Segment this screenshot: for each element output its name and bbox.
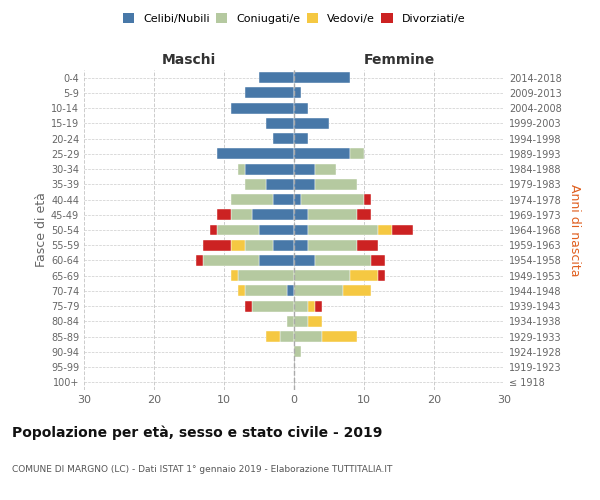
Bar (273, 240, 294, 250)
Bar (294, 346, 301, 358)
Bar (315, 164, 336, 174)
Bar (266, 179, 294, 190)
Bar (322, 331, 357, 342)
Bar (217, 210, 231, 220)
Bar (301, 194, 364, 205)
Bar (308, 316, 322, 327)
Bar (308, 210, 357, 220)
Bar (266, 331, 280, 342)
Bar (294, 118, 329, 129)
Bar (294, 88, 301, 99)
Bar (315, 300, 322, 312)
Bar (266, 118, 294, 129)
Bar (280, 331, 294, 342)
Bar (196, 255, 203, 266)
Text: Femmine: Femmine (364, 53, 434, 67)
Text: Popolazione per età, sesso e stato civile - 2019: Popolazione per età, sesso e stato civil… (12, 426, 382, 440)
Bar (259, 224, 294, 235)
Bar (287, 286, 294, 296)
Bar (273, 194, 294, 205)
Bar (392, 224, 413, 235)
Bar (294, 331, 322, 342)
Bar (294, 102, 308, 114)
Bar (294, 286, 343, 296)
Bar (294, 164, 315, 174)
Bar (238, 270, 294, 281)
Bar (357, 240, 378, 250)
Text: Maschi: Maschi (162, 53, 216, 67)
Bar (245, 88, 294, 99)
Bar (245, 240, 273, 250)
Bar (231, 194, 273, 205)
Bar (294, 300, 308, 312)
Bar (294, 194, 301, 205)
Bar (217, 148, 294, 160)
Bar (294, 255, 315, 266)
Bar (231, 102, 294, 114)
Bar (259, 72, 294, 83)
Bar (259, 255, 294, 266)
Bar (231, 270, 238, 281)
Bar (294, 72, 350, 83)
Bar (252, 210, 294, 220)
Legend: Celibi/Nubili, Coniugati/e, Vedovi/e, Divorziati/e: Celibi/Nubili, Coniugati/e, Vedovi/e, Di… (121, 10, 467, 26)
Bar (294, 210, 308, 220)
Bar (231, 210, 252, 220)
Bar (350, 270, 378, 281)
Bar (315, 255, 371, 266)
Bar (238, 164, 245, 174)
Bar (294, 316, 308, 327)
Bar (350, 148, 364, 160)
Bar (378, 224, 392, 235)
Bar (294, 148, 350, 160)
Bar (378, 270, 385, 281)
Bar (203, 255, 259, 266)
Bar (245, 300, 252, 312)
Bar (357, 210, 371, 220)
Bar (203, 240, 231, 250)
Bar (343, 286, 371, 296)
Bar (217, 224, 259, 235)
Bar (308, 224, 378, 235)
Bar (371, 255, 385, 266)
Bar (238, 286, 245, 296)
Bar (294, 224, 308, 235)
Bar (245, 286, 287, 296)
Y-axis label: Fasce di età: Fasce di età (35, 192, 48, 268)
Bar (308, 240, 357, 250)
Bar (273, 133, 294, 144)
Bar (294, 240, 308, 250)
Bar (294, 133, 308, 144)
Bar (252, 300, 294, 312)
Bar (294, 179, 315, 190)
Bar (315, 179, 357, 190)
Bar (245, 164, 294, 174)
Bar (210, 224, 217, 235)
Bar (294, 270, 350, 281)
Bar (287, 316, 294, 327)
Text: COMUNE DI MARGNO (LC) - Dati ISTAT 1° gennaio 2019 - Elaborazione TUTTITALIA.IT: COMUNE DI MARGNO (LC) - Dati ISTAT 1° ge… (12, 466, 392, 474)
Y-axis label: Anni di nascita: Anni di nascita (568, 184, 581, 276)
Bar (364, 194, 371, 205)
Bar (231, 240, 245, 250)
Bar (245, 179, 266, 190)
Bar (308, 300, 315, 312)
